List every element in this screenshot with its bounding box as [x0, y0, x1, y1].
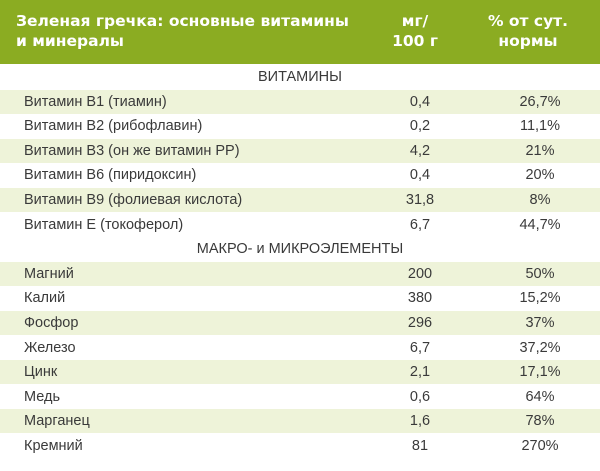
header-name-line1: Зеленая гречка: основные витамины	[16, 12, 349, 30]
table-row: Витамин В3 (он же витамин РР) 4,2 21%	[0, 138, 600, 163]
header-mg-column: мг/ 100 г	[380, 11, 450, 51]
header-mg-line2: 100 г	[392, 32, 438, 50]
table-row: Медь 0,6 64%	[0, 384, 600, 409]
row-mg-cell: 0,4	[409, 167, 431, 184]
table-row: Марганец 1,6 78%	[0, 409, 600, 434]
row-mg-cell: 2,1	[409, 364, 431, 381]
row-mg-cell: 0,2	[409, 118, 431, 135]
header-pct-column: % от сут. нормы	[468, 11, 588, 51]
table-row: Калий 380 15,2%	[0, 286, 600, 311]
header-name-column: Зеленая гречка: основные витамины и мине…	[16, 11, 386, 51]
header-name-line2: и минералы	[16, 32, 124, 50]
row-name-cell: Кремний	[24, 438, 83, 454]
table-row: Витамин Е (токоферол) 6,7 44,7%	[0, 212, 600, 237]
row-name-cell: Магний	[24, 265, 74, 282]
row-pct-cell: 20%	[525, 167, 555, 184]
row-mg-cell: 6,7	[409, 339, 431, 356]
row-pct-cell: 37,2%	[519, 339, 561, 356]
header-pct-line2: нормы	[498, 32, 558, 50]
row-pct-cell: 270%	[521, 438, 559, 454]
row-mg-cell: 0,4	[409, 93, 431, 110]
table-row: Витамин В2 (рибофлавин) 0,2 11,1%	[0, 114, 600, 139]
row-mg-cell: 4,2	[409, 142, 431, 159]
row-name-cell: Железо	[24, 339, 76, 356]
row-mg-cell: 380	[407, 290, 433, 307]
row-pct-cell: 64%	[525, 388, 555, 405]
row-pct-cell: 8%	[529, 192, 551, 208]
row-pct-cell: 17,1%	[519, 364, 561, 381]
row-name-cell: Фосфор	[24, 315, 79, 331]
row-mg-cell: 31,8	[405, 192, 435, 208]
table-row: Витамин В6 (пиридоксин) 0,4 20%	[0, 163, 600, 188]
table-row: Витамин В1 (тиамин) 0,4 26,7%	[0, 89, 600, 114]
row-pct-cell: 44,7%	[519, 216, 561, 233]
row-name-cell: Витамин В2 (рибофлавин)	[24, 118, 203, 135]
row-name-cell: Витамин В3 (он же витамин РР)	[24, 142, 240, 159]
table-row: Магний 200 50%	[0, 261, 600, 286]
row-mg-cell: 6,7	[409, 216, 431, 233]
row-mg-cell: 0,6	[409, 388, 431, 405]
table-row: Кремний 81 270%	[0, 434, 600, 458]
row-mg-cell: 200	[407, 265, 433, 282]
row-pct-cell: 37%	[525, 315, 555, 331]
row-name-cell: Марганец	[24, 413, 90, 430]
row-name-cell: Калий	[24, 290, 66, 307]
row-pct-cell: 26,7%	[519, 93, 561, 110]
row-mg-cell: 81	[411, 438, 429, 454]
row-pct-cell: 21%	[525, 142, 555, 159]
table-header: Зеленая гречка: основные витамины и мине…	[0, 0, 600, 64]
row-pct-cell: 78%	[525, 413, 555, 430]
table-row: Железо 6,7 37,2%	[0, 335, 600, 360]
row-name-cell: Витамин В1 (тиамин)	[24, 93, 167, 110]
row-name-cell: Медь	[24, 388, 61, 405]
row-name-cell: Витамин Е (токоферол)	[24, 216, 184, 233]
section-title: ВИТАМИНЫ	[0, 65, 600, 89]
row-name-cell: Цинк	[24, 364, 58, 381]
header-pct-line1: % от сут.	[487, 12, 569, 30]
row-pct-cell: 50%	[525, 265, 555, 282]
table-row: Фосфор 296 37%	[0, 311, 600, 335]
row-name-cell: Витамин В6 (пиридоксин)	[24, 167, 197, 184]
table-row: Цинк 2,1 17,1%	[0, 360, 600, 385]
row-pct-cell: 15,2%	[519, 290, 561, 307]
section-title: МАКРО- и МИКРОЭЛЕМЕНТЫ	[0, 237, 600, 262]
row-mg-cell: 1,6	[409, 413, 431, 430]
row-pct-cell: 11,1%	[519, 118, 561, 135]
row-name-cell: Витамин В9 (фолиевая кислота)	[24, 192, 243, 208]
table-row: Витамин В9 (фолиевая кислота) 31,8 8%	[0, 188, 600, 212]
header-mg-line1: мг/	[401, 12, 429, 30]
row-mg-cell: 296	[407, 315, 433, 331]
